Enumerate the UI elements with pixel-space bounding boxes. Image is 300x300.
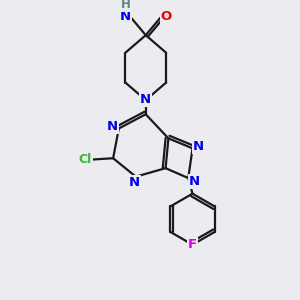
Text: Cl: Cl bbox=[79, 153, 92, 166]
Text: N: N bbox=[140, 93, 151, 106]
Text: F: F bbox=[188, 238, 197, 251]
Text: N: N bbox=[193, 140, 204, 152]
Text: N: N bbox=[189, 175, 200, 188]
Text: N: N bbox=[120, 10, 131, 22]
Text: N: N bbox=[129, 176, 140, 189]
Text: N: N bbox=[107, 120, 118, 133]
Text: O: O bbox=[161, 10, 172, 22]
Text: H: H bbox=[121, 0, 130, 11]
